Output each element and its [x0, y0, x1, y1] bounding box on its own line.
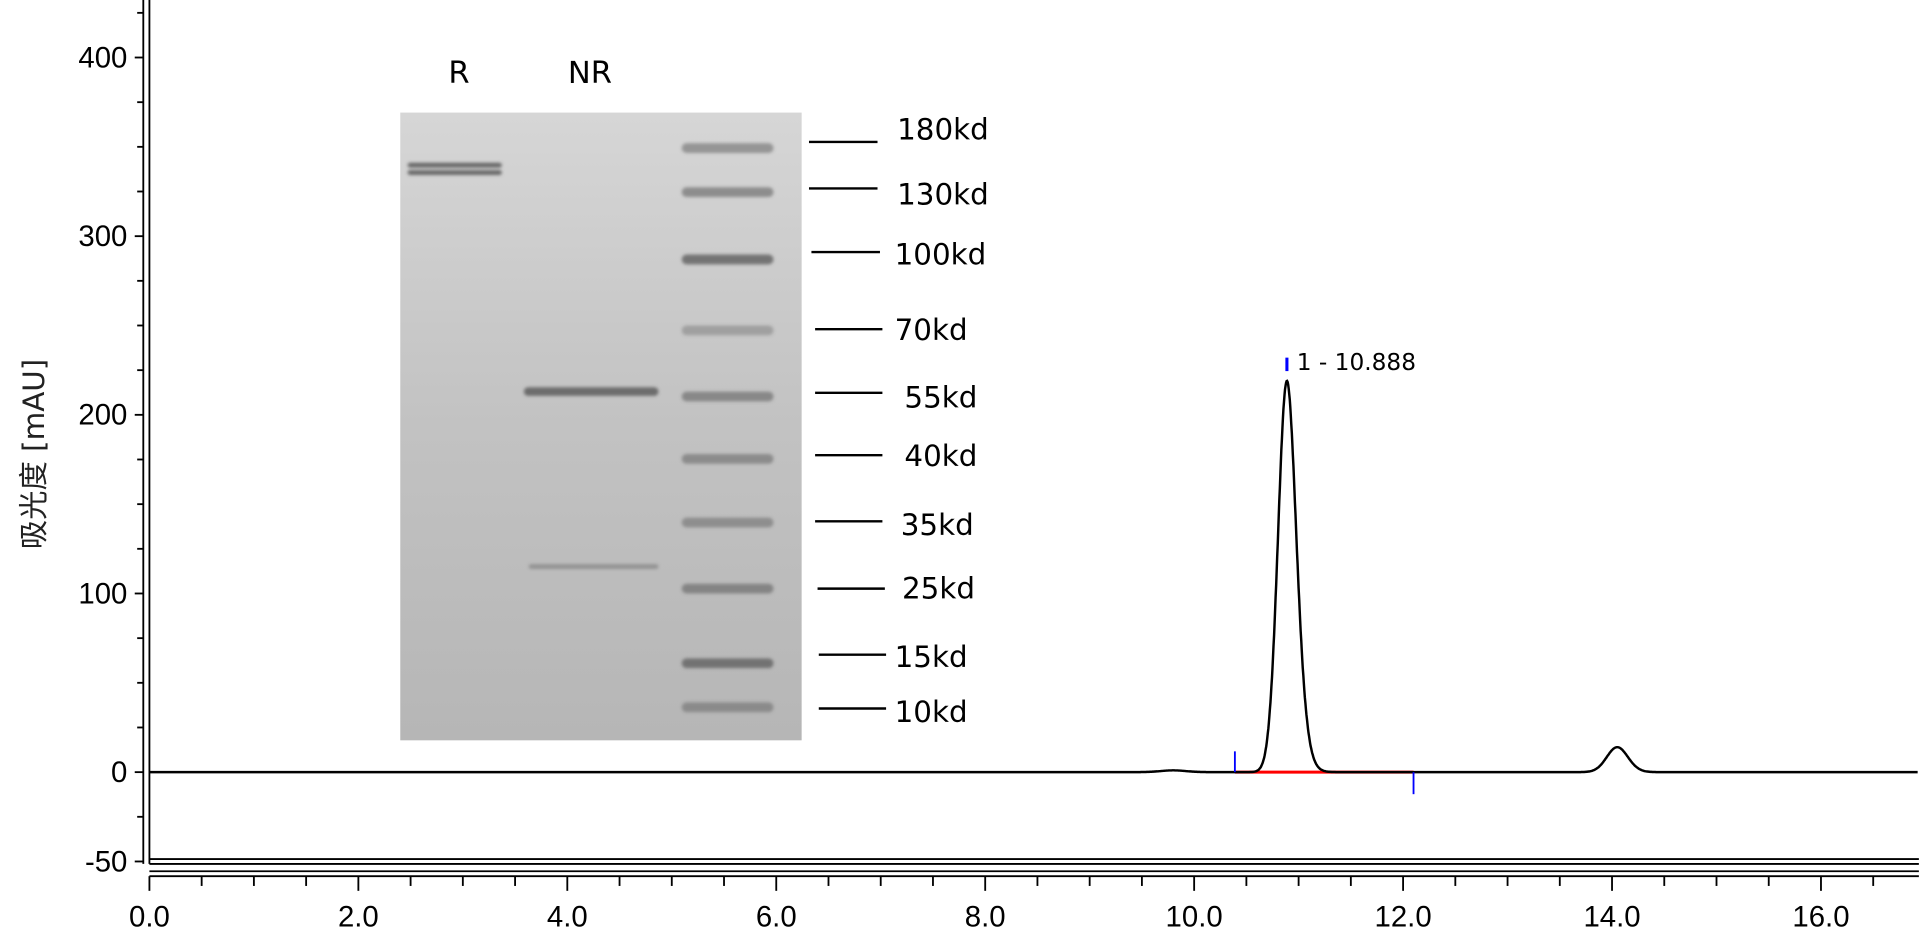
mw-marker-label: 180kd — [897, 113, 989, 147]
mw-marker-label: 70kd — [895, 313, 968, 347]
x-tick-label: 8.0 — [965, 900, 1006, 930]
gel-band — [681, 254, 774, 265]
gel-band — [407, 170, 502, 175]
gel-band — [681, 143, 774, 153]
x-tick-label: 12.0 — [1375, 900, 1432, 930]
gel-inset: R NR 180kd 130kd 100kd 70kd 55kd 40kd 35kd 25kd… — [400, 56, 989, 741]
mw-marker-label: 35kd — [901, 508, 974, 542]
mw-marker-label: 130kd — [897, 177, 989, 211]
x-tick-label: 14.0 — [1583, 900, 1640, 930]
lane-label-nr: NR — [568, 56, 612, 91]
x-tick-label: 0.0 — [129, 900, 170, 930]
gel-band — [681, 583, 774, 594]
x-tick-label: 2.0 — [338, 900, 379, 930]
x-tick-label: 4.0 — [547, 900, 588, 930]
chromatogram-line — [149, 379, 1918, 774]
y-tick-label: 100 — [78, 577, 127, 610]
y-tick-label: 0 — [111, 756, 127, 789]
gel-band — [528, 564, 659, 570]
y-tick-label: 200 — [78, 399, 127, 432]
gel-band — [681, 325, 774, 336]
gel-band — [523, 387, 659, 396]
x-tick-label: 10.0 — [1166, 900, 1223, 930]
peak-label: 1 - 10.888 — [1297, 349, 1416, 376]
gel-band — [681, 187, 774, 198]
y-tick-label: 400 — [78, 41, 127, 74]
y-tick-label: 300 — [78, 220, 127, 253]
gel-band — [681, 517, 774, 528]
mw-marker-label: 15kd — [895, 640, 968, 674]
x-tick-label: 16.0 — [1792, 900, 1849, 930]
axes: 400 300 200 100 0 -500.0 2.0 4.0 6.0 8.0 10.0 12.0 1… — [78, 0, 1919, 930]
plot-area: 1 - 10.888 — [149, 349, 1918, 795]
mw-marker-label: 100kd — [895, 237, 987, 271]
gel-image — [400, 112, 802, 741]
mw-marker-label: 55kd — [904, 380, 977, 414]
mw-marker-label: 40kd — [904, 439, 977, 473]
x-tick-label: 6.0 — [756, 900, 797, 930]
gel-band — [681, 702, 774, 713]
gel-band — [681, 453, 774, 464]
mw-marker-label: 25kd — [902, 571, 975, 605]
gel-band — [681, 391, 774, 402]
gel-band — [681, 658, 774, 669]
gel-band — [407, 162, 502, 168]
y-axis-label: 吸光度 [mAU] — [17, 359, 51, 550]
mw-marker-label: 10kd — [895, 695, 968, 729]
lane-label-r: R — [448, 56, 469, 91]
y-tick-label: -50 — [85, 845, 127, 878]
